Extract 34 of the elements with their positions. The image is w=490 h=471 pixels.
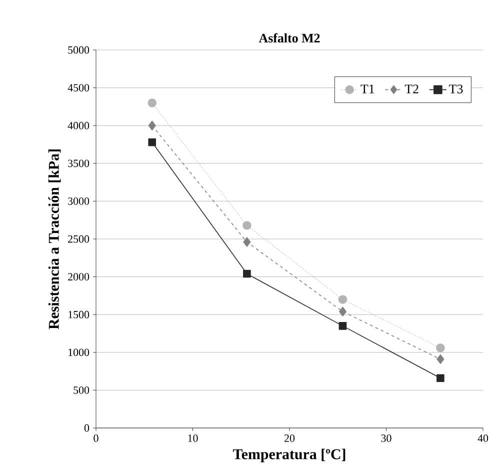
x-tick-label: 30 — [381, 434, 392, 442]
point — [436, 343, 445, 352]
x-tick-label: 20 — [284, 434, 295, 442]
y-tick-label: 3000 — [68, 197, 90, 205]
point — [338, 295, 348, 304]
legend-label: T1 — [360, 84, 374, 94]
point — [148, 138, 156, 146]
y-tick-label: 1500 — [68, 310, 90, 318]
y-tick-label: 2500 — [68, 235, 90, 243]
point — [436, 374, 444, 382]
chart-title: Asfalto M2 — [258, 33, 320, 42]
point — [338, 322, 347, 330]
y-tick-label: 1000 — [68, 348, 90, 356]
legend-label: T3 — [449, 84, 463, 94]
point — [148, 98, 157, 108]
point — [436, 354, 444, 364]
legend-label: T2 — [404, 84, 418, 94]
y-tick-label: 5000 — [68, 46, 90, 54]
point — [243, 270, 251, 278]
x-tick-label: 0 — [94, 434, 98, 442]
point — [148, 120, 156, 130]
y-axis-title: Resistencia a Tracción [kPa] — [48, 150, 61, 330]
point — [338, 306, 346, 316]
y-tick-label: 3500 — [68, 160, 90, 168]
y-tick-label: 4500 — [68, 84, 90, 92]
y-tick-label: 2000 — [68, 273, 90, 280]
point — [243, 237, 251, 247]
x-tick-label: 40 — [478, 434, 488, 442]
y-tick-label: 0 — [84, 424, 90, 432]
y-tick-label: 4000 — [68, 122, 90, 130]
x-tick-label: 10 — [188, 434, 198, 442]
y-tick-label: 500 — [74, 386, 90, 394]
x-axis-title: Temperatura [ºC] — [232, 448, 346, 462]
point — [242, 220, 252, 230]
